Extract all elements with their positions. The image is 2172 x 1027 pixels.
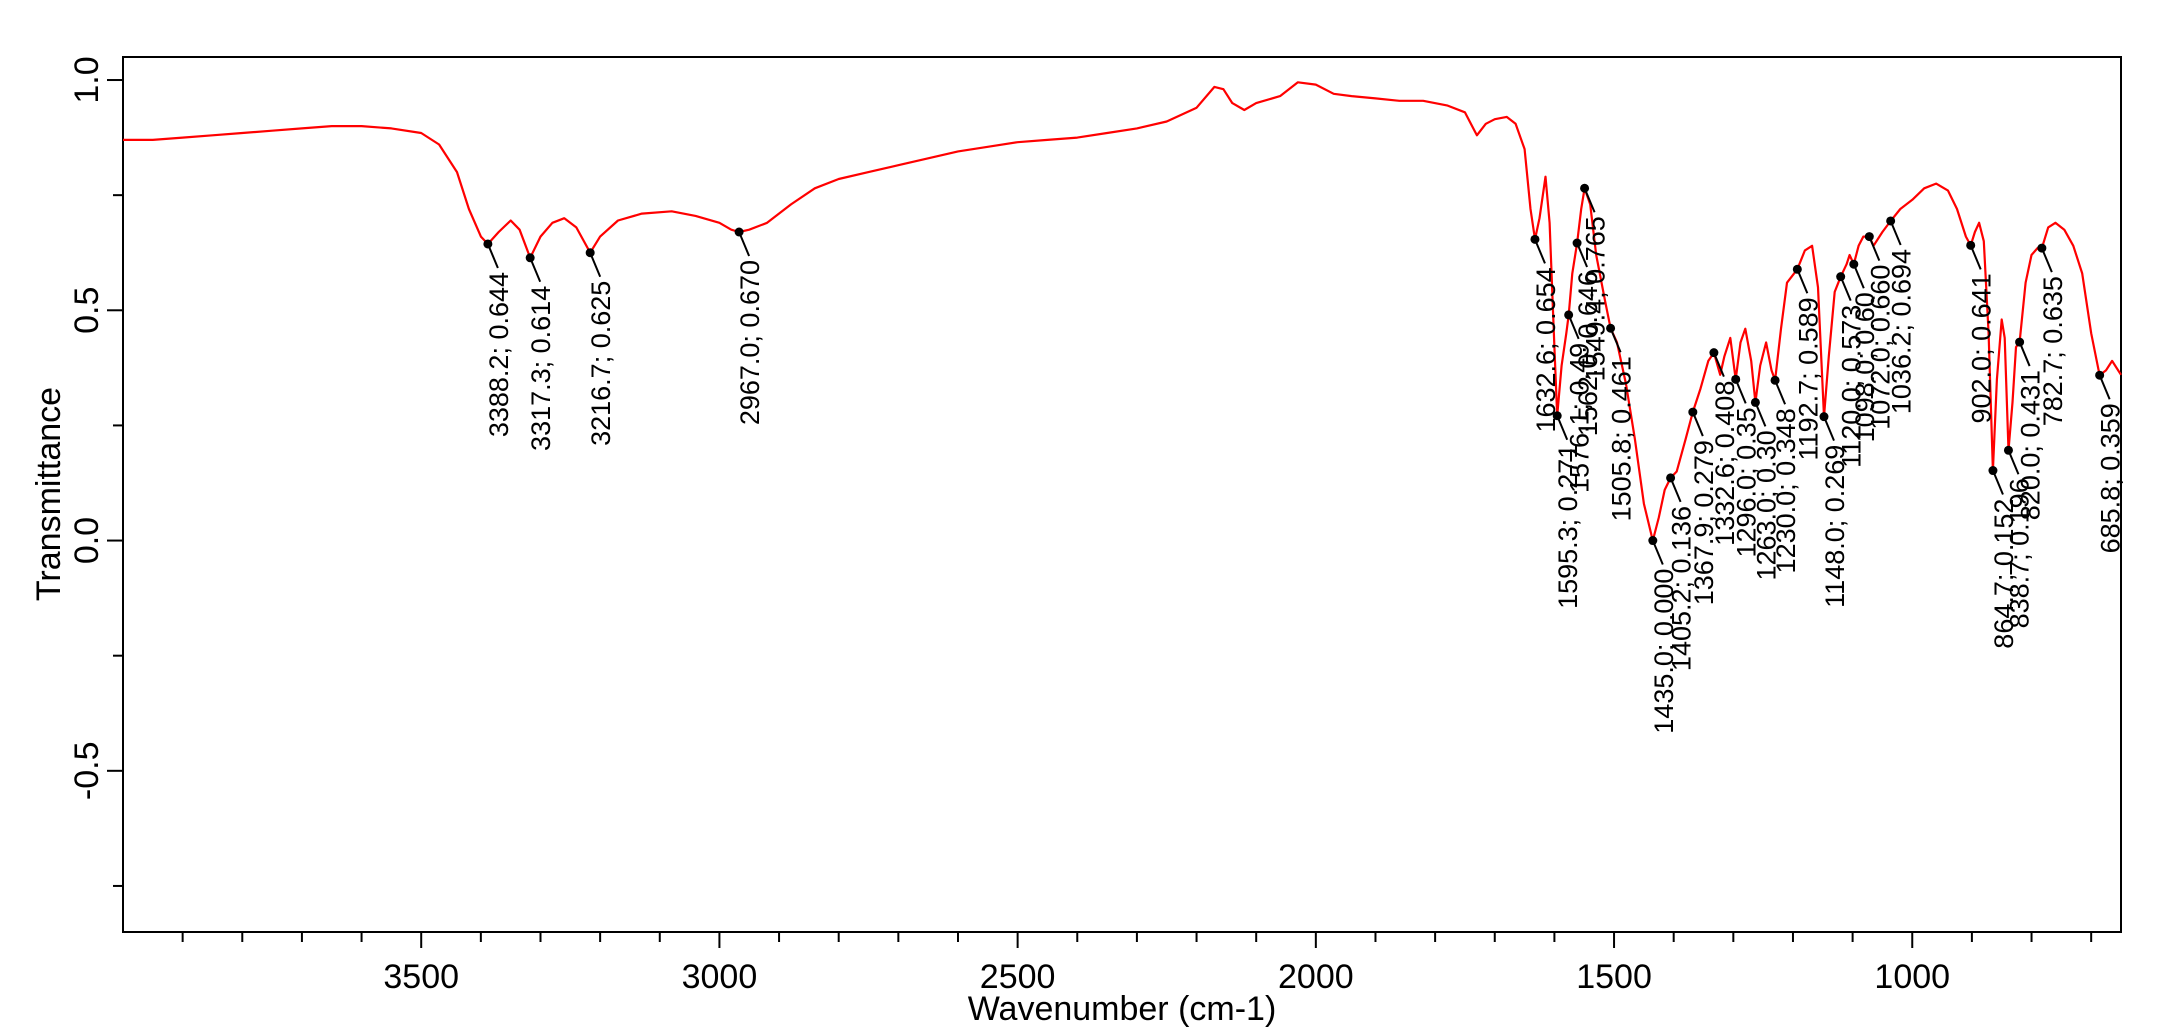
peak-label: 1332.6; 0.408 — [1710, 381, 1740, 546]
peak-leader-line — [1774, 379, 1787, 405]
peak-leader-line — [2040, 247, 2053, 273]
peak-leader-line — [1839, 276, 1852, 302]
peak-leader-line — [1691, 411, 1704, 437]
x-minor-ticks — [181, 932, 2093, 942]
peak-leader-line — [1609, 327, 1622, 353]
y-axis-title: Transmittance — [30, 387, 68, 601]
peak-leader-line — [1651, 540, 1664, 565]
x-tick-label: 1000 — [1874, 958, 1950, 996]
spectrum-line — [123, 81, 2122, 542]
peak-label: 3216.7; 0.625 — [586, 281, 616, 446]
peak-leader-line — [1823, 416, 1835, 442]
peak-leader-line — [2007, 449, 2020, 475]
peak-leader-line — [1969, 244, 1982, 270]
peak-label: 2967.0; 0.670 — [735, 260, 765, 425]
peak-leader-line — [2098, 374, 2111, 400]
peak-label: 838.7; 0.196 — [2004, 478, 2034, 628]
y-tick-label: 1.0 — [68, 56, 106, 103]
peak-leader-line — [1754, 402, 1767, 427]
peak-annotations: 3388.2; 0.644 3317.3; 0.614 3216.7; 0.625 2… — [483, 183, 2126, 734]
peak-label: 1367.9; 0.279 — [1689, 440, 1719, 605]
peak-leader-line — [1576, 242, 1588, 268]
peak-label: 1263.0; 0.30 — [1751, 430, 1781, 580]
peak-leader-line — [1567, 314, 1580, 340]
peak-label: 1120.0; 0.573 — [1837, 305, 1867, 468]
peak-label: 1562.0; 0.646 — [1573, 271, 1603, 436]
peak-leader-line — [2018, 341, 2031, 367]
peak-leader-line — [1734, 378, 1747, 404]
peak-leader-line — [1868, 236, 1881, 261]
x-tick-label: 3000 — [682, 958, 758, 996]
x-tick-label: 2500 — [980, 958, 1056, 996]
peak-label: 3388.2; 0.644 — [484, 272, 514, 437]
peak-label: 782.7; 0.635 — [2038, 276, 2068, 426]
peak-label: 1098.0; 0.60 — [1850, 292, 1880, 442]
y-tick-label: 0.0 — [68, 517, 106, 564]
x-axis-title: Wavenumber (cm-1) — [968, 990, 1277, 1027]
peak-label: 864.7; 0.152 — [1989, 499, 2019, 649]
y-tick-label: 0.5 — [68, 287, 106, 334]
y-tick-label: -0.5 — [68, 742, 106, 801]
peak-leader-line — [529, 257, 542, 283]
peak-label: 1576.1; 0.49 — [1565, 343, 1595, 493]
peak-label: 1072.0; 0.660 — [1865, 265, 1895, 430]
peak-leader-line — [1534, 238, 1546, 264]
peak-label: 3317.3; 0.614 — [526, 286, 556, 451]
peak-label: 1036.2; 0.694 — [1887, 249, 1917, 414]
peak-leader-line — [1992, 470, 2004, 495]
x-axis-ticks: 3500 3000 2500 2000 1500 1000 — [383, 932, 1950, 996]
peak-leader-line — [1889, 220, 1902, 246]
peak-leader-line — [1669, 477, 1682, 503]
peak-leader-line — [1712, 352, 1725, 378]
peak-label: 1296.0; 0.35 — [1732, 407, 1762, 557]
peak-leader-line — [1583, 187, 1596, 213]
peak-label: 902.0; 0.641 — [1967, 273, 1997, 423]
peak-label: 685.8; 0.359 — [2096, 403, 2126, 553]
peak-label: 1435.0; 0.000 — [1649, 569, 1679, 734]
peak-label: 1192.7; 0.589 — [1793, 297, 1823, 460]
peak-leader-line — [1556, 415, 1569, 441]
x-tick-label: 1500 — [1576, 958, 1652, 996]
peak-label: 1549.4; 0.765 — [1581, 216, 1611, 381]
plot-frame — [122, 56, 2122, 933]
x-tick-label: 3500 — [383, 958, 459, 996]
peak-label: 1595.3; 0.271 — [1553, 444, 1583, 609]
peak-leader-line — [738, 231, 751, 257]
peak-label: 820.0; 0.431 — [2016, 370, 2046, 520]
peak-label: 1632.6; 0.654 — [1531, 267, 1561, 432]
x-tick-label: 2000 — [1278, 958, 1354, 996]
peak-leader-line — [1852, 263, 1865, 289]
peak-label: 1405.2; 0.136 — [1667, 506, 1697, 671]
peak-leader-line — [486, 243, 499, 269]
peak-leader-line — [589, 252, 602, 278]
peak-leader-line — [1796, 268, 1809, 294]
peak-label: 1148.0; 0.269 — [1820, 445, 1850, 608]
y-axis-ticks: 1.0 0.5 0.0 -0.5 — [68, 56, 123, 887]
peak-label: 1230.0; 0.348 — [1771, 408, 1801, 573]
peak-label: 1505.8; 0.461 — [1607, 356, 1637, 521]
